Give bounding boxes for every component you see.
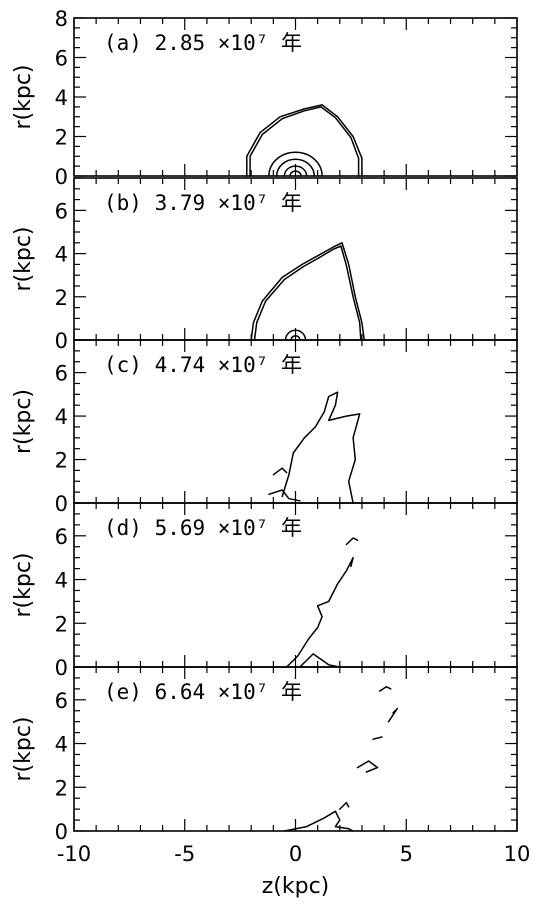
contour-line <box>299 653 341 668</box>
x-tick-label: 0 <box>289 842 302 866</box>
y-tick-label: 0 <box>55 820 68 844</box>
y-tick-label: 6 <box>55 525 68 549</box>
x-tick-label: -10 <box>57 842 91 866</box>
contour-line <box>253 245 362 341</box>
contour-line <box>268 489 301 502</box>
y-tick-label: 0 <box>55 165 68 189</box>
contour-line <box>283 810 354 832</box>
y-tick-label: 4 <box>55 86 68 110</box>
y-tick-label: 6 <box>55 47 68 71</box>
panel-label: (a) 2.85 ×10⁷ 年 <box>104 31 302 55</box>
y-axis-label: r(kpc) <box>11 389 36 454</box>
contour-line <box>356 760 379 773</box>
core-ring <box>284 329 307 341</box>
contour-line <box>249 106 360 177</box>
y-tick-label: 0 <box>55 656 68 680</box>
y-tick-label: 4 <box>55 405 68 429</box>
contour-line <box>285 556 354 668</box>
y-axis-label: r(kpc) <box>11 226 36 291</box>
core-ring <box>275 158 316 177</box>
y-tick-label: 2 <box>55 776 68 800</box>
y-tick-label: 0 <box>55 329 68 353</box>
y-axis-label: r(kpc) <box>11 716 36 781</box>
contour-line <box>281 391 361 504</box>
y-axis-label: r(kpc) <box>11 64 36 129</box>
y-tick-label: 4 <box>55 733 68 757</box>
core-ring <box>289 170 302 177</box>
contour-line <box>345 537 359 546</box>
y-tick-label: 2 <box>55 612 68 636</box>
y-tick-label: 0 <box>55 492 68 516</box>
contour-line <box>272 467 288 476</box>
x-tick-label: -5 <box>174 842 195 866</box>
contour-line <box>387 707 399 723</box>
contour-line <box>339 801 350 810</box>
core-ring <box>290 334 301 341</box>
y-tick-label: 8 <box>55 7 68 31</box>
y-tick-label: 2 <box>55 126 68 150</box>
contour-line <box>372 736 383 740</box>
panel-label: (c) 4.74 ×10⁷ 年 <box>104 353 302 377</box>
y-tick-label: 4 <box>55 243 68 267</box>
y-tick-label: 2 <box>55 286 68 310</box>
x-tick-label: 5 <box>400 842 413 866</box>
y-tick-label: 6 <box>55 199 68 223</box>
contour-line <box>250 242 365 341</box>
y-tick-label: 2 <box>55 449 68 473</box>
x-axis-label: z(kpc) <box>262 874 330 899</box>
core-ring <box>268 151 323 177</box>
y-axis-label: r(kpc) <box>11 552 36 617</box>
y-tick-label: 4 <box>55 569 68 593</box>
panel-label: (b) 3.79 ×10⁷ 年 <box>104 191 302 215</box>
y-tick-label: 6 <box>55 362 68 386</box>
core-ring <box>283 165 308 177</box>
contour-line <box>378 685 392 692</box>
panel-label: (e) 6.64 ×10⁷ 年 <box>104 680 302 704</box>
x-tick-label: 10 <box>504 842 531 866</box>
contour-line <box>246 104 363 177</box>
y-tick-label: 6 <box>55 689 68 713</box>
panel-label: (d) 5.69 ×10⁷ 年 <box>104 516 302 540</box>
